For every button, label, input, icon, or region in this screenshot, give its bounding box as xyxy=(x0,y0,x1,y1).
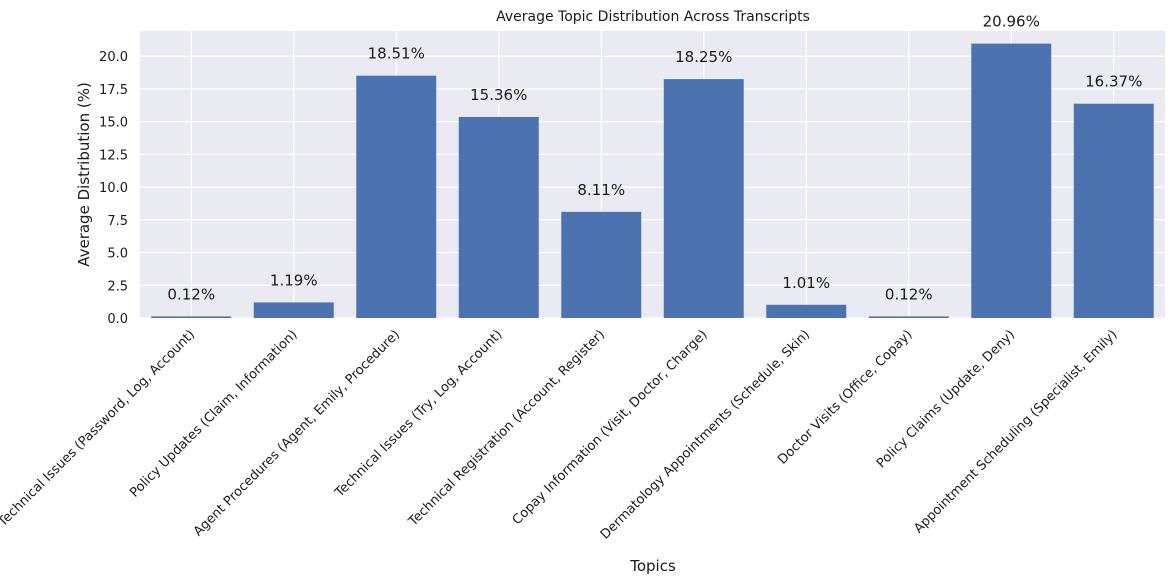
bar xyxy=(253,302,334,318)
y-tick-label: 10.0 xyxy=(99,181,128,196)
bar-value-label: 18.25% xyxy=(675,48,732,66)
x-tick-label: Technical Issues (Password, Log, Account… xyxy=(0,327,198,530)
bar-value-label: 18.51% xyxy=(368,45,425,63)
bar-value-label: 0.12% xyxy=(885,285,933,303)
y-tick-label: 5.0 xyxy=(107,247,128,262)
x-tick-label: Copay Information (Visit, Doctor, Charge… xyxy=(510,327,711,528)
y-tick-label: 12.5 xyxy=(99,148,128,163)
y-tick-label: 0.0 xyxy=(107,312,128,327)
x-tick-label: Appointment Scheduling (Specialist, Emil… xyxy=(911,327,1120,536)
bar xyxy=(971,43,1052,318)
x-axis-label: Topics xyxy=(629,557,676,575)
y-axis-ticks: 0.0 2.5 5.0 7.5 10.0 12.5 15.0 17.5 20.0 xyxy=(99,50,128,327)
y-tick-label: 17.5 xyxy=(99,83,128,98)
bar xyxy=(1073,103,1154,318)
y-tick-label: 2.5 xyxy=(107,279,128,294)
y-tick-label: 15.0 xyxy=(99,116,128,131)
bar xyxy=(561,211,642,318)
x-tick-label: Agent Procedures (Agent, Emily, Procedur… xyxy=(191,327,403,539)
bar-value-label: 20.96% xyxy=(983,13,1040,31)
x-tick-label: Policy Updates (Claim, Information) xyxy=(127,327,300,500)
y-axis-label: Average Distribution (%) xyxy=(75,82,93,267)
bar-value-label: 8.11% xyxy=(577,181,625,199)
bar xyxy=(663,79,744,318)
bars xyxy=(151,43,1154,319)
bar xyxy=(356,75,437,318)
bar-value-label: 16.37% xyxy=(1085,73,1142,91)
bar-value-label: 1.01% xyxy=(782,274,830,292)
data-labels: 0.12% 1.19% 18.51% 15.36% 8.11% 18.25% 1.01% 0.… xyxy=(167,13,1142,304)
x-tick-label: Dermatology Appointments (Schedule, Skin… xyxy=(598,327,813,542)
bar xyxy=(458,116,539,319)
bar-value-label: 15.36% xyxy=(470,86,527,104)
bar-value-label: 0.12% xyxy=(167,285,215,303)
x-tick-label: Technical Issues (Try, Log, Account) xyxy=(332,327,506,501)
y-tick-label: 7.5 xyxy=(107,214,128,229)
chart-title: Average Topic Distribution Across Transc… xyxy=(496,9,810,25)
bar xyxy=(868,316,949,318)
bar-value-label: 1.19% xyxy=(270,271,318,289)
x-tick-label: Technical Registration (Account, Registe… xyxy=(405,327,608,530)
bar xyxy=(151,316,232,318)
bar xyxy=(766,304,847,318)
x-axis-ticks: Technical Issues (Password, Log, Account… xyxy=(0,327,1121,542)
y-tick-label: 20.0 xyxy=(99,50,128,65)
